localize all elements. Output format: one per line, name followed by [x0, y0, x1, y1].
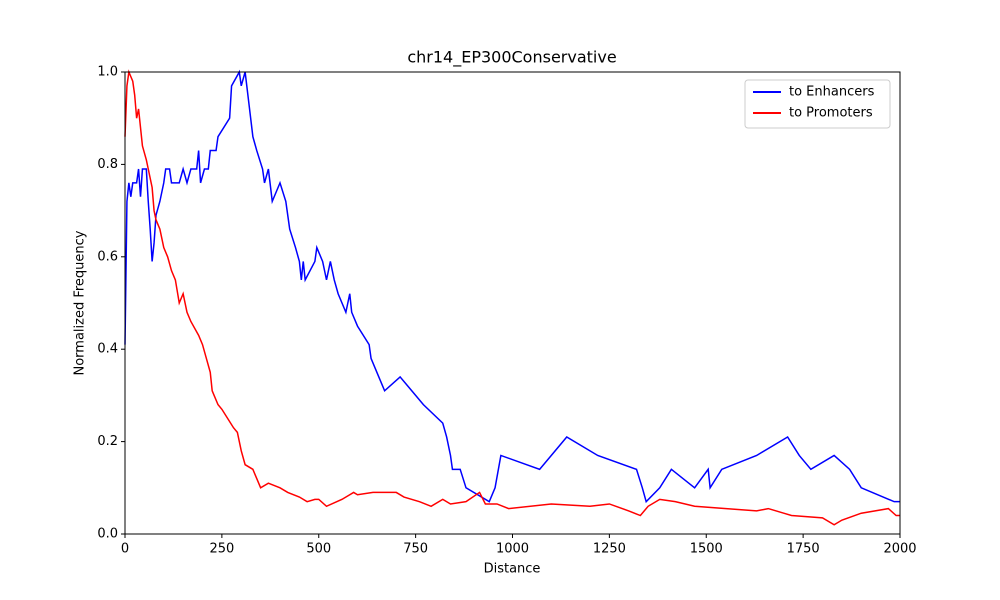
- y-tick-label: 1.0: [97, 65, 118, 80]
- x-tick-label: 1500: [690, 542, 723, 557]
- y-tick-label: 0.6: [97, 249, 118, 264]
- y-tick-label: 0.2: [97, 434, 118, 449]
- x-tick-label: 1750: [787, 542, 820, 557]
- x-axis-label: Distance: [484, 562, 541, 577]
- series-line: [124, 69, 900, 504]
- y-tick-label: 0.4: [97, 342, 118, 357]
- plot-frame: [124, 71, 901, 535]
- y-tick-label: 0.0: [97, 527, 118, 542]
- x-tick-label: 2000: [883, 542, 916, 557]
- x-tick-label: 500: [306, 542, 331, 557]
- legend-label: to Enhancers: [789, 85, 875, 100]
- x-tick-label: 1250: [593, 542, 626, 557]
- x-tick-label: 1000: [496, 542, 529, 557]
- x-tick-label: 750: [403, 542, 428, 557]
- x-tick-label: 0: [121, 542, 129, 557]
- series-line: [124, 69, 900, 526]
- y-tick-label: 0.8: [97, 157, 118, 172]
- legend-label: to Promoters: [789, 106, 873, 121]
- x-tick-label: 250: [209, 542, 234, 557]
- chart-title: chr14_EP300Conservative: [407, 48, 616, 68]
- legend-box: [744, 79, 891, 129]
- y-axis-label: Normalized Frequency: [73, 230, 88, 375]
